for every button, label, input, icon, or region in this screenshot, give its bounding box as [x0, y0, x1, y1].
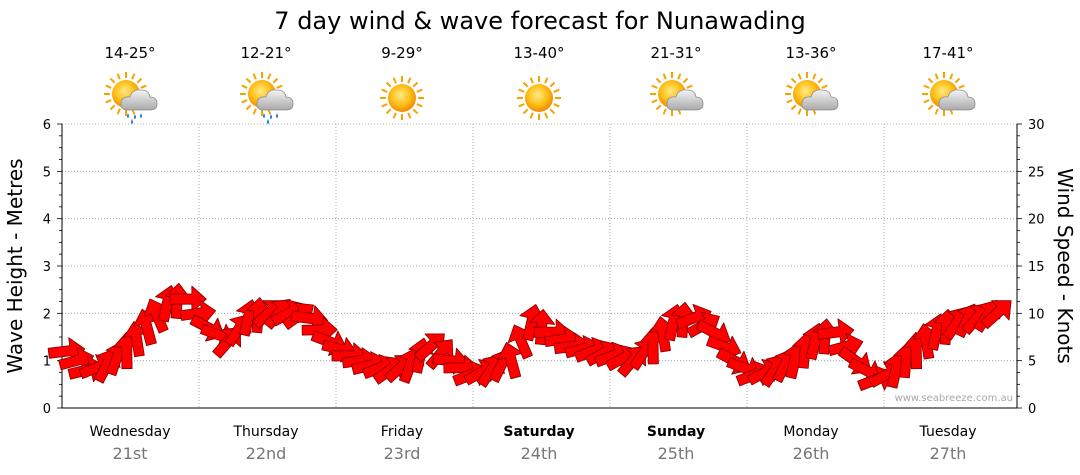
temp-range-monday: 13-36° [785, 44, 836, 62]
y-right-tick-25: 25 [1028, 165, 1045, 180]
temp-range-wednesday: 14-25° [104, 44, 155, 62]
partly-cloudy-rain-icon [239, 71, 294, 124]
temp-range-friday: 9-29° [381, 44, 423, 62]
left-tick-labels: 0 1 2 3 4 5 6 [43, 118, 51, 417]
day-column-thursday: 12-21° Thursday 22nd [232, 44, 298, 463]
y-left-tick-0: 0 [43, 402, 51, 417]
temp-range-saturday: 13-40° [513, 44, 564, 62]
day-column-tuesday: 17-41° Tuesday 27th [919, 44, 977, 463]
partly-cloudy-icon [649, 71, 704, 117]
day-name-saturday: Saturday [503, 424, 574, 440]
day-column-sunday: 21-31° Sunday 25th [647, 44, 705, 463]
y-left-tick-3: 3 [43, 260, 51, 275]
sunny-icon [516, 75, 562, 121]
day-name-wednesday: Wednesday [89, 424, 170, 440]
y-left-tick-1: 1 [43, 355, 51, 370]
left-axis-title: Wave Height - Metres [3, 158, 27, 373]
y-right-tick-30: 30 [1028, 118, 1045, 133]
watermark: www.seabreeze.com.au [895, 393, 1013, 404]
y-right-tick-15: 15 [1028, 260, 1045, 275]
day-name-sunday: Sunday [647, 424, 705, 440]
temp-range-thursday: 12-21° [240, 44, 291, 62]
day-date-wednesday: 21st [113, 444, 148, 463]
y-right-tick-5: 5 [1028, 355, 1036, 370]
day-name-thursday: Thursday [232, 424, 298, 440]
y-left-tick-6: 6 [43, 118, 51, 133]
day-date-monday: 26th [793, 444, 830, 463]
day-name-monday: Monday [783, 424, 838, 440]
day-column-friday: 9-29° Friday 23rd [379, 44, 425, 463]
day-date-friday: 23rd [384, 444, 421, 463]
day-name-friday: Friday [381, 424, 423, 440]
y-left-tick-4: 4 [43, 213, 51, 228]
temp-range-sunday: 21-31° [650, 44, 701, 62]
y-left-tick-2: 2 [43, 307, 51, 322]
day-date-sunday: 25th [658, 444, 695, 463]
y-right-tick-10: 10 [1028, 307, 1045, 322]
sunny-icon [379, 75, 425, 121]
chart-title: 7 day wind & wave forecast for Nunawadin… [274, 7, 805, 35]
day-column-wednesday: 14-25° Wednesday 21st [89, 44, 170, 463]
y-left-tick-5: 5 [43, 165, 51, 180]
temp-range-tuesday: 17-41° [922, 44, 973, 62]
day-gridlines [198, 124, 885, 408]
day-column-monday: 13-36° Monday 26th [783, 44, 838, 463]
partly-cloudy-icon [921, 71, 976, 117]
day-date-tuesday: 27th [930, 444, 967, 463]
day-column-saturday: 13-40° Saturday 24th [503, 44, 574, 463]
day-date-thursday: 22nd [246, 444, 287, 463]
day-date-saturday: 24th [521, 444, 558, 463]
partly-cloudy-rain-icon [103, 71, 158, 124]
right-tick-labels: 0 5 10 15 20 25 30 [1028, 118, 1045, 417]
right-axis-title: Wind Speed - Knots [1053, 168, 1077, 364]
day-name-tuesday: Tuesday [919, 424, 977, 440]
y-right-tick-20: 20 [1028, 213, 1045, 228]
y-right-tick-0: 0 [1028, 402, 1036, 417]
partly-cloudy-icon [784, 71, 839, 117]
